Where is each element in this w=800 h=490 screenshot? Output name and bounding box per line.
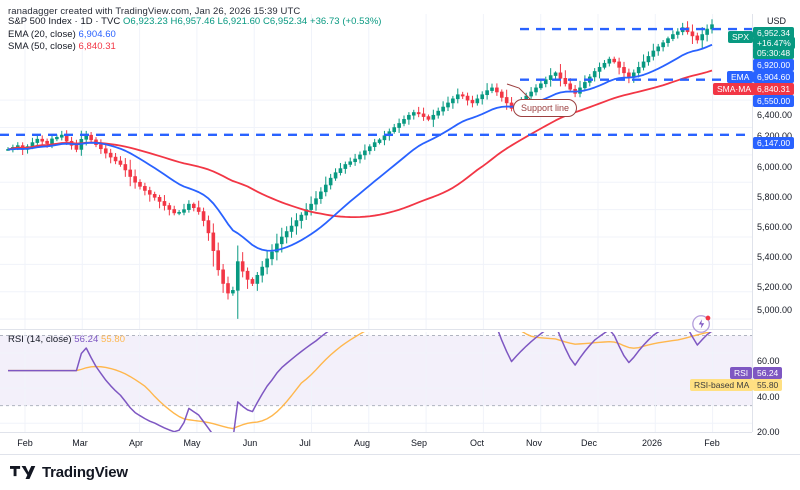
series-tag-ema[interactable]: EMA bbox=[727, 71, 754, 83]
price-pill-last[interactable]: 6,952.34 bbox=[753, 27, 795, 39]
time-label-jul: Jul bbox=[299, 438, 311, 448]
price-chart-canvas[interactable] bbox=[0, 14, 752, 330]
time-label-jun: Jun bbox=[242, 438, 258, 448]
series-tag-spx[interactable]: SPX bbox=[728, 31, 754, 43]
price-pill-level-6147[interactable]: 6,147.00 bbox=[753, 137, 795, 149]
time-label-nov: Nov bbox=[525, 438, 543, 448]
tradingview-wordmark: TradingView bbox=[42, 464, 128, 481]
legend-symbol[interactable]: S&P 500 Index · 1D · TVC bbox=[8, 16, 121, 27]
price-tick-6000: 6,000.00 bbox=[757, 162, 793, 172]
price-tick-6400: 6,400.00 bbox=[757, 110, 793, 120]
legend-high-value: 6,957.46 bbox=[177, 16, 215, 27]
time-label-apr: Apr bbox=[128, 438, 144, 448]
price-chart-legend: S&P 500 Index · 1D · TVC O6,923.23 H6,95… bbox=[8, 16, 382, 54]
legend-change-percent: (+0.53%) bbox=[342, 16, 382, 27]
time-label-mar: Mar bbox=[72, 438, 88, 448]
rsi-tick-20: 20.00 bbox=[757, 427, 780, 437]
legend-sma-name: SMA (50, close) bbox=[8, 41, 76, 52]
time-label-may: May bbox=[183, 438, 201, 448]
support-line-callout[interactable]: Support line bbox=[513, 99, 578, 117]
time-axis[interactable]: Feb Mar Apr May Jun Jul Aug Sep Oct Nov … bbox=[0, 432, 752, 454]
rsi-ma-pill-value[interactable]: 55.80 bbox=[753, 379, 783, 391]
legend-close-value: 6,952.34 bbox=[269, 16, 308, 27]
time-label-dec: Dec bbox=[580, 438, 598, 448]
rsi-tick-60: 60.00 bbox=[757, 356, 780, 366]
legend-ema-name: EMA (20, close) bbox=[8, 28, 76, 40]
series-tag-sma[interactable]: SMA·MA bbox=[713, 83, 755, 95]
rsi-pane[interactable] bbox=[0, 332, 752, 432]
price-pill-level-6550[interactable]: 6,550.00 bbox=[753, 95, 795, 107]
price-tick-5600: 5,600.00 bbox=[757, 222, 793, 232]
legend-low-value: 6,921.60 bbox=[222, 16, 261, 27]
legend-change: +36.73 bbox=[309, 16, 340, 27]
legend-symbol-row[interactable]: S&P 500 Index · 1D · TVC O6,923.23 H6,95… bbox=[8, 16, 382, 29]
price-tick-6200: 6,200.00 bbox=[757, 131, 793, 141]
tradingview-logo-icon bbox=[10, 466, 36, 479]
legend-ema-value: 6,904.60 bbox=[78, 28, 116, 40]
price-tick-5200: 5,200.00 bbox=[757, 282, 793, 292]
time-label-feb-2: Feb bbox=[704, 438, 720, 448]
price-axis-unit: USD bbox=[766, 16, 786, 26]
time-label-2026: 2026 bbox=[641, 438, 663, 448]
rsi-tick-40: 40.00 bbox=[757, 392, 780, 402]
price-tick-5000: 5,000.00 bbox=[757, 305, 793, 315]
time-label-sep: Sep bbox=[410, 438, 428, 448]
rsi-pill-value[interactable]: 56.24 bbox=[753, 367, 783, 379]
legend-open-label: O bbox=[122, 16, 131, 27]
support-line-callout-tail bbox=[506, 83, 536, 104]
price-tick-5800: 5,800.00 bbox=[757, 192, 793, 202]
rsi-legend[interactable]: RSI (14, close) 56.24 55.80 bbox=[8, 334, 125, 347]
time-label-oct: Oct bbox=[469, 438, 485, 448]
tradingview-logo[interactable]: TradingView bbox=[10, 464, 128, 481]
time-label-aug: Aug bbox=[353, 438, 371, 448]
legend-close-label: C bbox=[262, 16, 270, 27]
rsi-legend-name: RSI (14, close) bbox=[8, 334, 72, 345]
price-pill-change-pct[interactable]: +16.47% bbox=[753, 37, 795, 49]
legend-open-value: 6,923.23 bbox=[130, 16, 168, 27]
price-chart-pane[interactable] bbox=[0, 14, 752, 330]
legend-sma-value: 6,840.31 bbox=[78, 41, 116, 52]
price-pill-ema[interactable]: 6,904.60 bbox=[753, 71, 795, 83]
legend-high-label: H bbox=[170, 16, 178, 27]
legend-ema-row[interactable]: EMA (20, close) 6,904.60 bbox=[8, 29, 382, 42]
time-label-feb-1: Feb bbox=[17, 438, 33, 448]
price-pill-countdown[interactable]: 05:30:48 bbox=[753, 47, 795, 59]
rsi-canvas[interactable] bbox=[0, 332, 752, 432]
legend-low-label: L bbox=[217, 16, 223, 27]
rsi-tag-label[interactable]: RSI bbox=[730, 367, 753, 379]
rsi-legend-value: 56.24 bbox=[74, 334, 99, 345]
footer-bar: TradingView bbox=[0, 454, 800, 490]
attribution-text: ranadagger created with TradingView.com,… bbox=[8, 6, 301, 17]
rsi-ma-tag-label[interactable]: RSI-based MA bbox=[690, 379, 754, 391]
price-pill-level-6920[interactable]: 6,920.00 bbox=[753, 59, 795, 71]
rsi-legend-ma-value: 55.80 bbox=[101, 334, 126, 345]
price-pill-sma[interactable]: 6,840.31 bbox=[753, 83, 795, 95]
legend-sma-row[interactable]: SMA (50, close) 6,840.31 bbox=[8, 41, 382, 54]
price-tick-5400: 5,400.00 bbox=[757, 252, 793, 262]
flash-alert-icon[interactable] bbox=[691, 313, 713, 335]
